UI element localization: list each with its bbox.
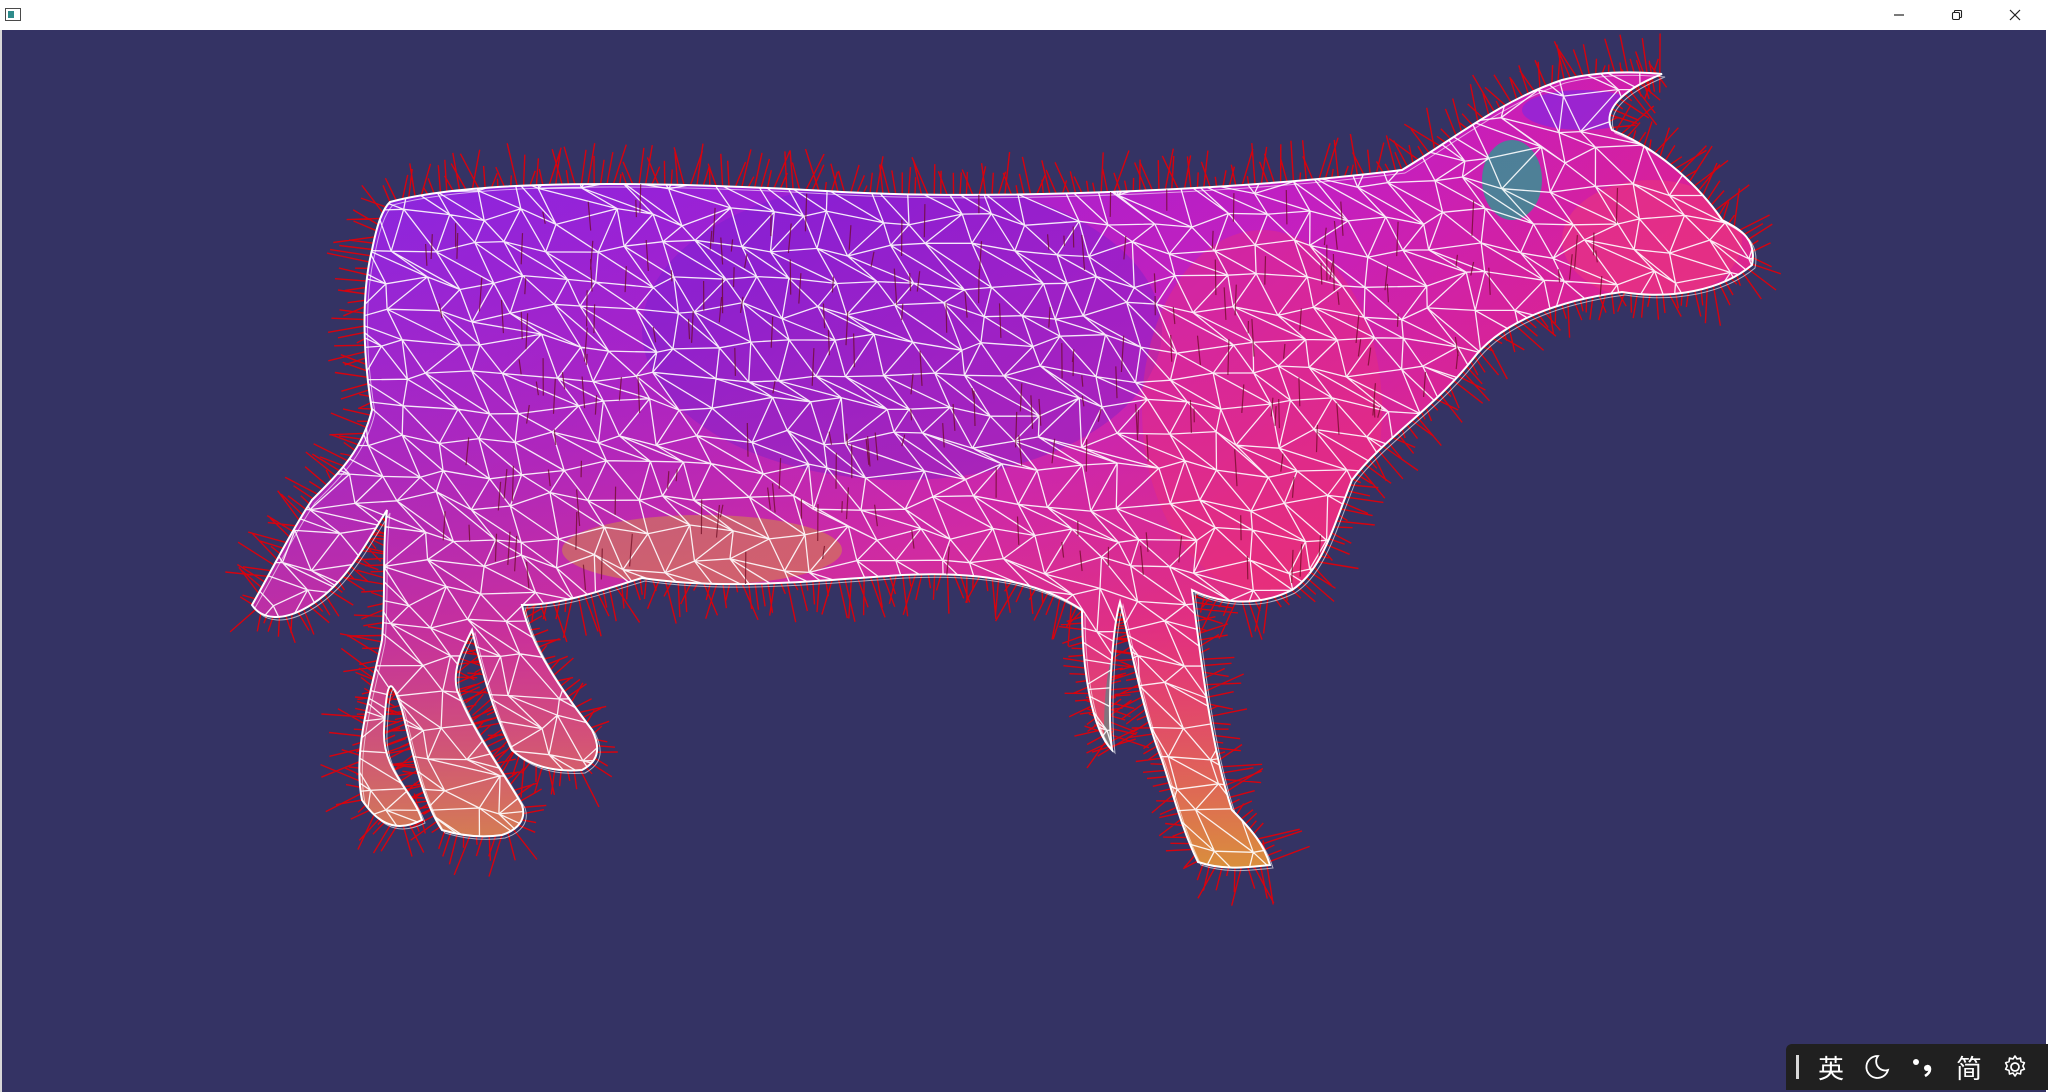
window-left-border — [0, 30, 2, 1092]
minimize-button[interactable] — [1870, 0, 1928, 30]
window-titlebar — [0, 0, 2048, 30]
cow-mesh-render — [225, 33, 1782, 906]
close-button[interactable] — [1986, 0, 2044, 30]
close-icon — [2009, 9, 2021, 21]
mesh-silhouette — [250, 71, 1757, 872]
gear-icon[interactable] — [1992, 1044, 2038, 1090]
restore-icon — [1951, 9, 1963, 21]
minimize-icon — [1894, 14, 1904, 16]
restore-button[interactable] — [1928, 0, 1986, 30]
app-window-icon — [5, 8, 21, 21]
cursor-bar-icon[interactable] — [1786, 1044, 1808, 1090]
moon-icon[interactable] — [1854, 1044, 1900, 1090]
ime-toolbar: 英 简 — [1786, 1044, 2048, 1090]
script-toggle[interactable]: 简 — [1955, 1054, 1982, 1085]
language-toggle[interactable]: 英 — [1817, 1054, 1844, 1085]
render-viewport[interactable] — [2, 30, 2046, 1092]
punctuation-icon[interactable] — [1900, 1044, 1946, 1090]
